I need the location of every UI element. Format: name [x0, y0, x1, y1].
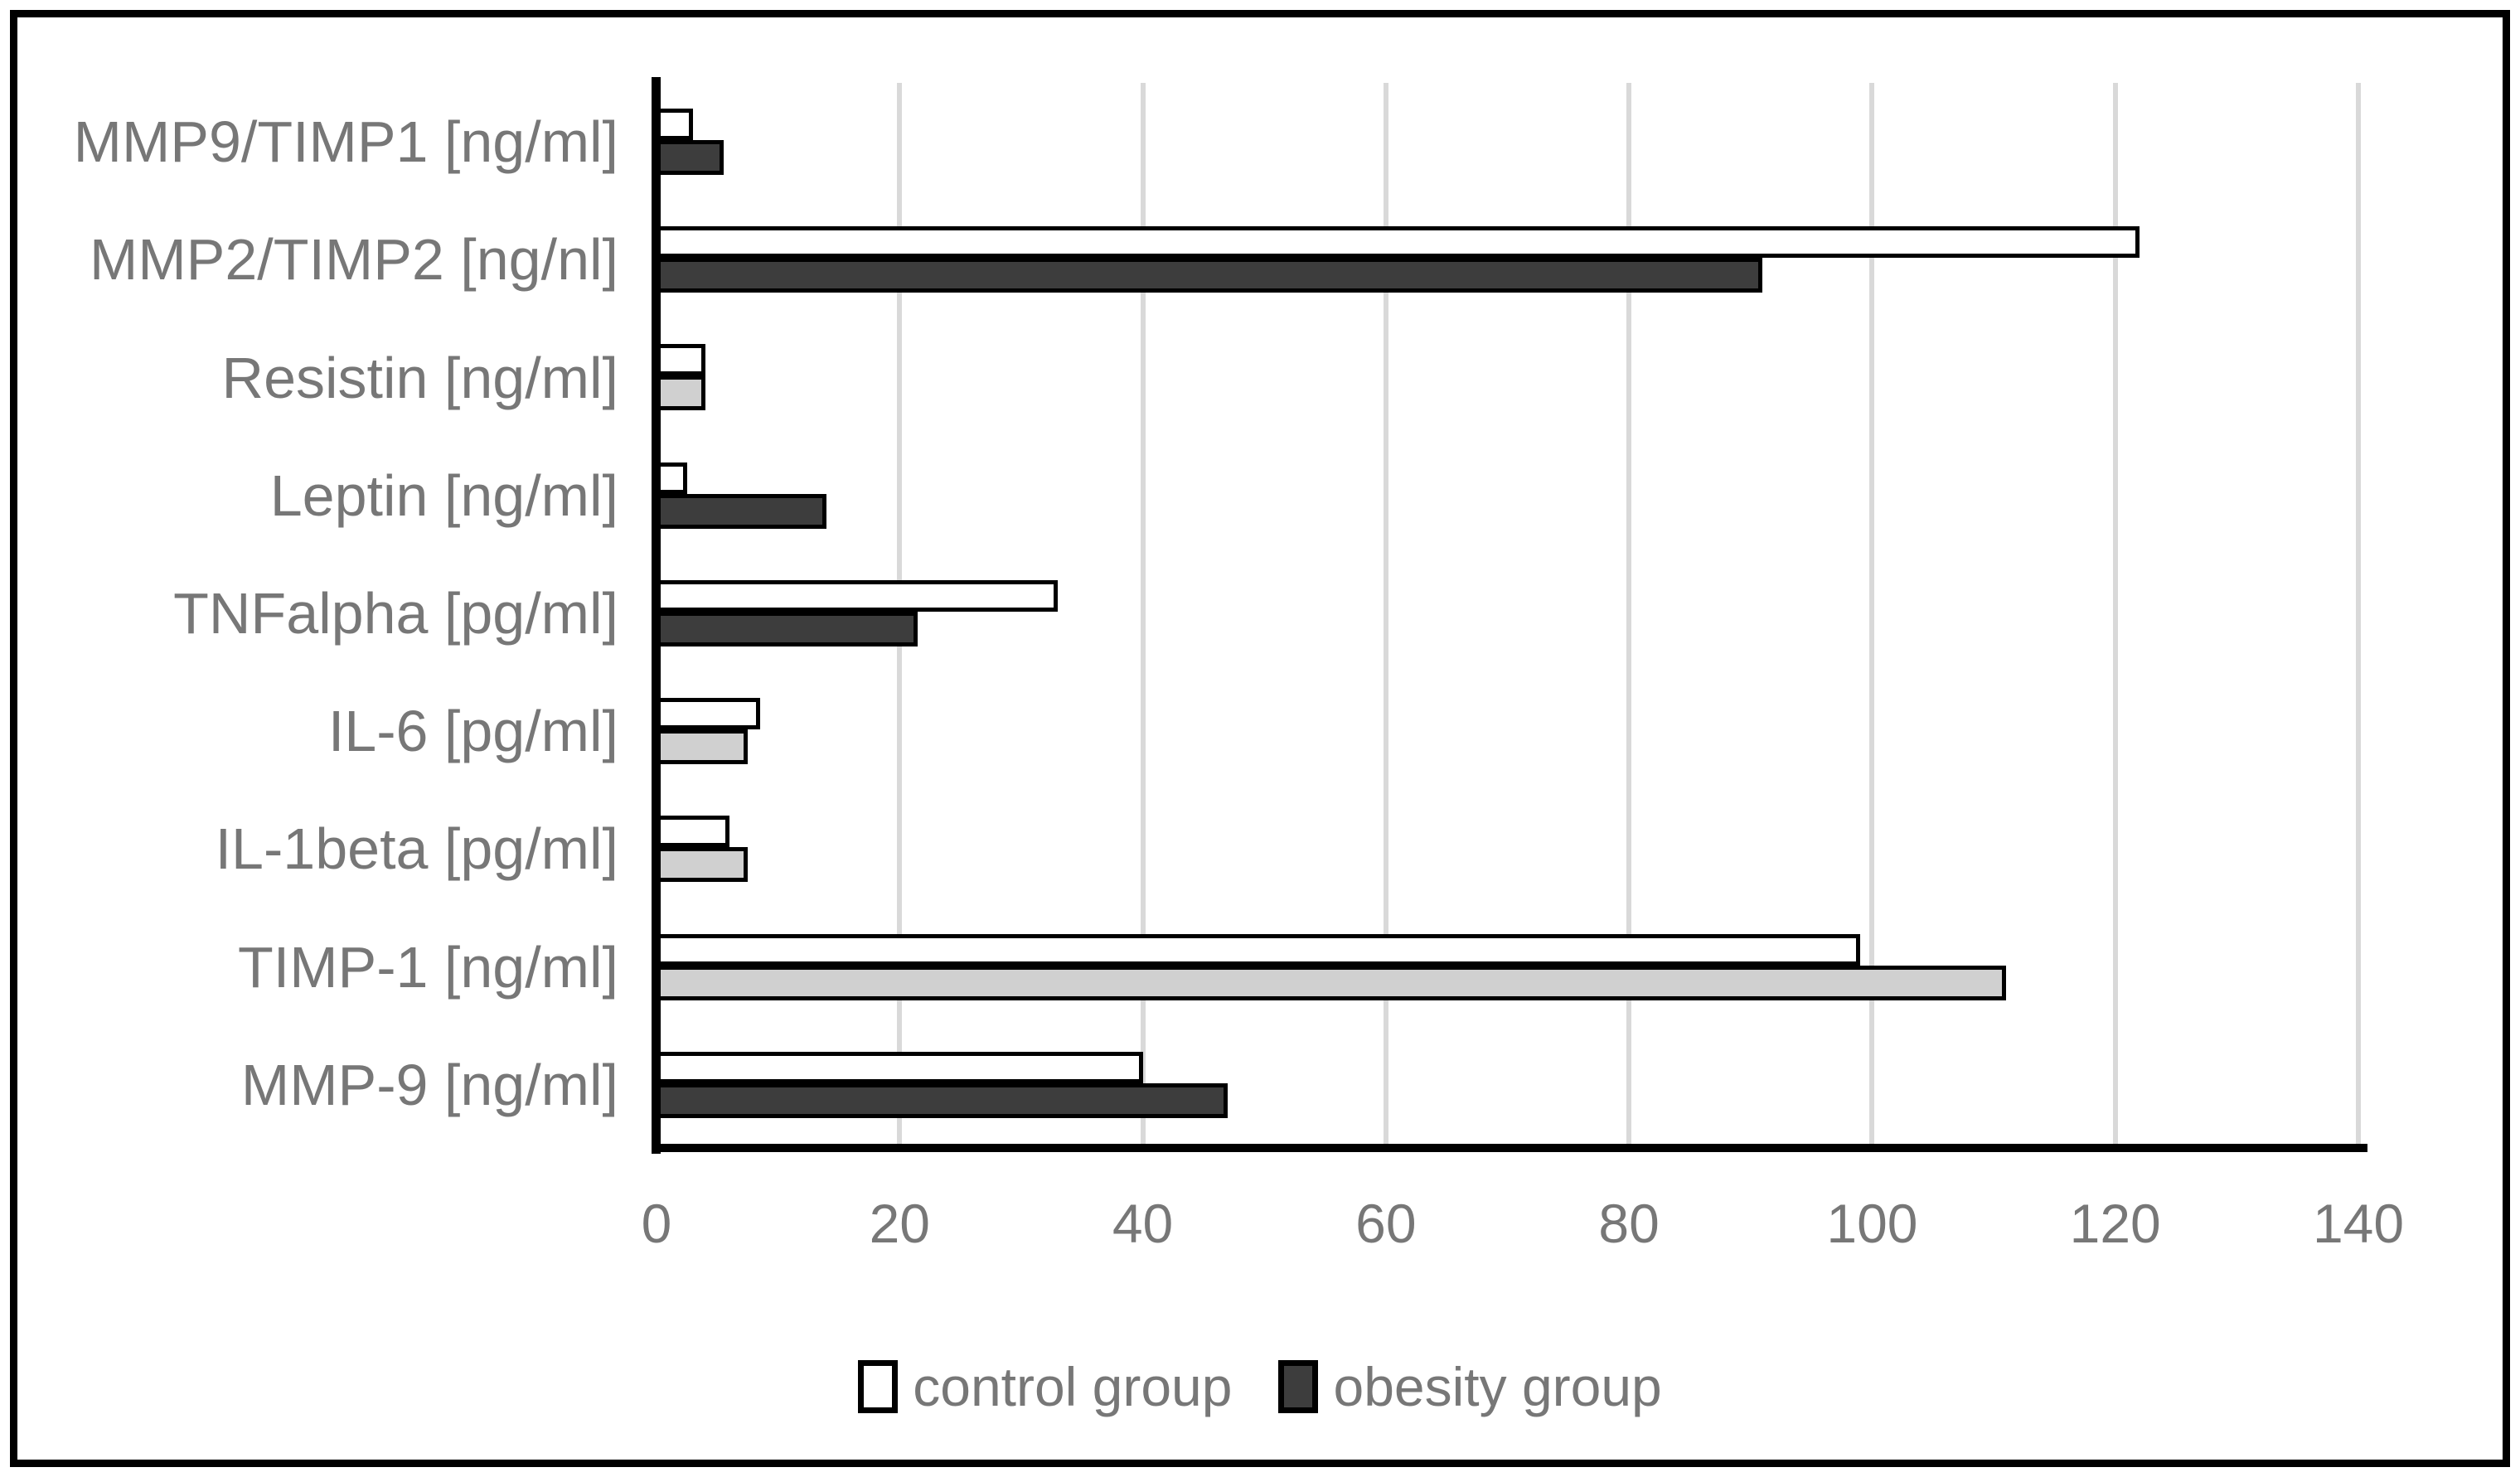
bar-control-group	[657, 816, 729, 848]
x-tick-label-120: 120	[2069, 1193, 2161, 1254]
y-axis-line	[652, 77, 661, 1154]
bar-control-group	[657, 933, 1860, 966]
gridline-x-60	[1383, 83, 1388, 1144]
category-label: MMP2/TIMP2 [ng/nl]	[90, 227, 618, 293]
bar-control-group	[657, 344, 705, 376]
bar-control-group	[657, 1051, 1143, 1083]
legend-item-obesity: obesity group	[1278, 1355, 1662, 1418]
bar-obesity-group	[657, 729, 748, 765]
bar-control-group	[657, 462, 687, 494]
bar-obesity-group	[657, 611, 918, 646]
x-tick-label-100: 100	[1826, 1193, 1918, 1254]
legend-label-control-group: control group	[913, 1356, 1233, 1417]
bar-control-group	[657, 226, 2140, 259]
bar-row-5	[657, 554, 2358, 672]
category-label: TIMP-1 [ng/ml]	[238, 934, 618, 1000]
legend-label-obesity-group: obesity group	[1333, 1356, 1662, 1417]
bar-row-1	[657, 83, 2358, 201]
legend-swatch-control-group	[858, 1360, 899, 1413]
bar-row-2	[657, 201, 2358, 318]
gridline-x-120	[2112, 83, 2118, 1144]
bar-row-9	[657, 1026, 2358, 1144]
category-label: Resistin [ng/ml]	[221, 345, 618, 410]
category-label: Leptin [ng/ml]	[269, 462, 618, 528]
bar-row-7	[657, 790, 2358, 908]
gridline-x-40	[1140, 83, 1146, 1144]
gridline-x-80	[1626, 83, 1632, 1144]
bar-obesity-group	[657, 965, 2006, 1000]
category-label: MMP9/TIMP1 [ng/ml]	[73, 109, 618, 175]
bar-obesity-group	[657, 258, 1763, 293]
x-tick-label-140: 140	[2312, 1193, 2405, 1254]
gridline-x-100	[1869, 83, 1875, 1144]
bar-obesity-group	[657, 493, 827, 529]
bar-control-group	[657, 579, 1058, 612]
bar-obesity-group	[657, 847, 748, 883]
x-tick-label-40: 40	[1112, 1193, 1174, 1254]
plot-area	[657, 83, 2361, 1144]
bar-control-group	[657, 698, 760, 730]
bar-row-6	[657, 672, 2358, 790]
x-tick-label-80: 80	[1598, 1193, 1660, 1254]
category-axis-labels: MMP9/TIMP1 [ng/ml] MMP2/TIMP2 [ng/nl] Resi…	[0, 83, 638, 1144]
gridline-x-140	[2356, 83, 2361, 1144]
legend-item-control: control group	[858, 1355, 1232, 1418]
bar-obesity-group	[657, 1082, 1228, 1118]
x-axis-line	[652, 1144, 2367, 1152]
category-label: MMP-9 [ng/ml]	[240, 1052, 618, 1117]
legend: control group obesity group	[0, 1349, 2520, 1424]
category-label: IL-1beta [pg/ml]	[215, 816, 618, 882]
x-axis-tick-labels: 0 20 40 60 80 100 120 140	[642, 1192, 2404, 1266]
legend-swatch-obesity-group	[1278, 1360, 1319, 1413]
category-label: TNFalpha [pg/ml]	[173, 580, 618, 646]
x-tick-label-20: 20	[869, 1193, 930, 1254]
bar-rows	[657, 83, 2358, 1144]
x-tick-label-0: 0	[641, 1193, 672, 1254]
bar-control-group	[657, 109, 693, 140]
bar-row-8	[657, 908, 2358, 1026]
x-tick-label-60: 60	[1355, 1193, 1417, 1254]
bar-obesity-group	[657, 375, 705, 411]
bar-obesity-group	[657, 140, 724, 175]
category-label: IL-6 [pg/ml]	[327, 699, 618, 764]
bar-row-3	[657, 318, 2358, 436]
bar-row-4	[657, 437, 2358, 554]
